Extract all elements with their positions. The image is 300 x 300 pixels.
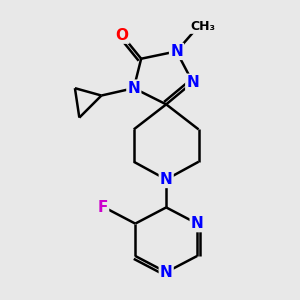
Text: N: N: [128, 81, 140, 96]
Text: N: N: [186, 75, 199, 90]
Text: O: O: [116, 28, 128, 43]
Text: N: N: [170, 44, 183, 59]
Text: N: N: [160, 172, 172, 187]
Text: N: N: [160, 265, 172, 280]
Text: CH₃: CH₃: [190, 20, 215, 33]
Text: F: F: [98, 200, 108, 215]
Text: N: N: [191, 216, 203, 231]
